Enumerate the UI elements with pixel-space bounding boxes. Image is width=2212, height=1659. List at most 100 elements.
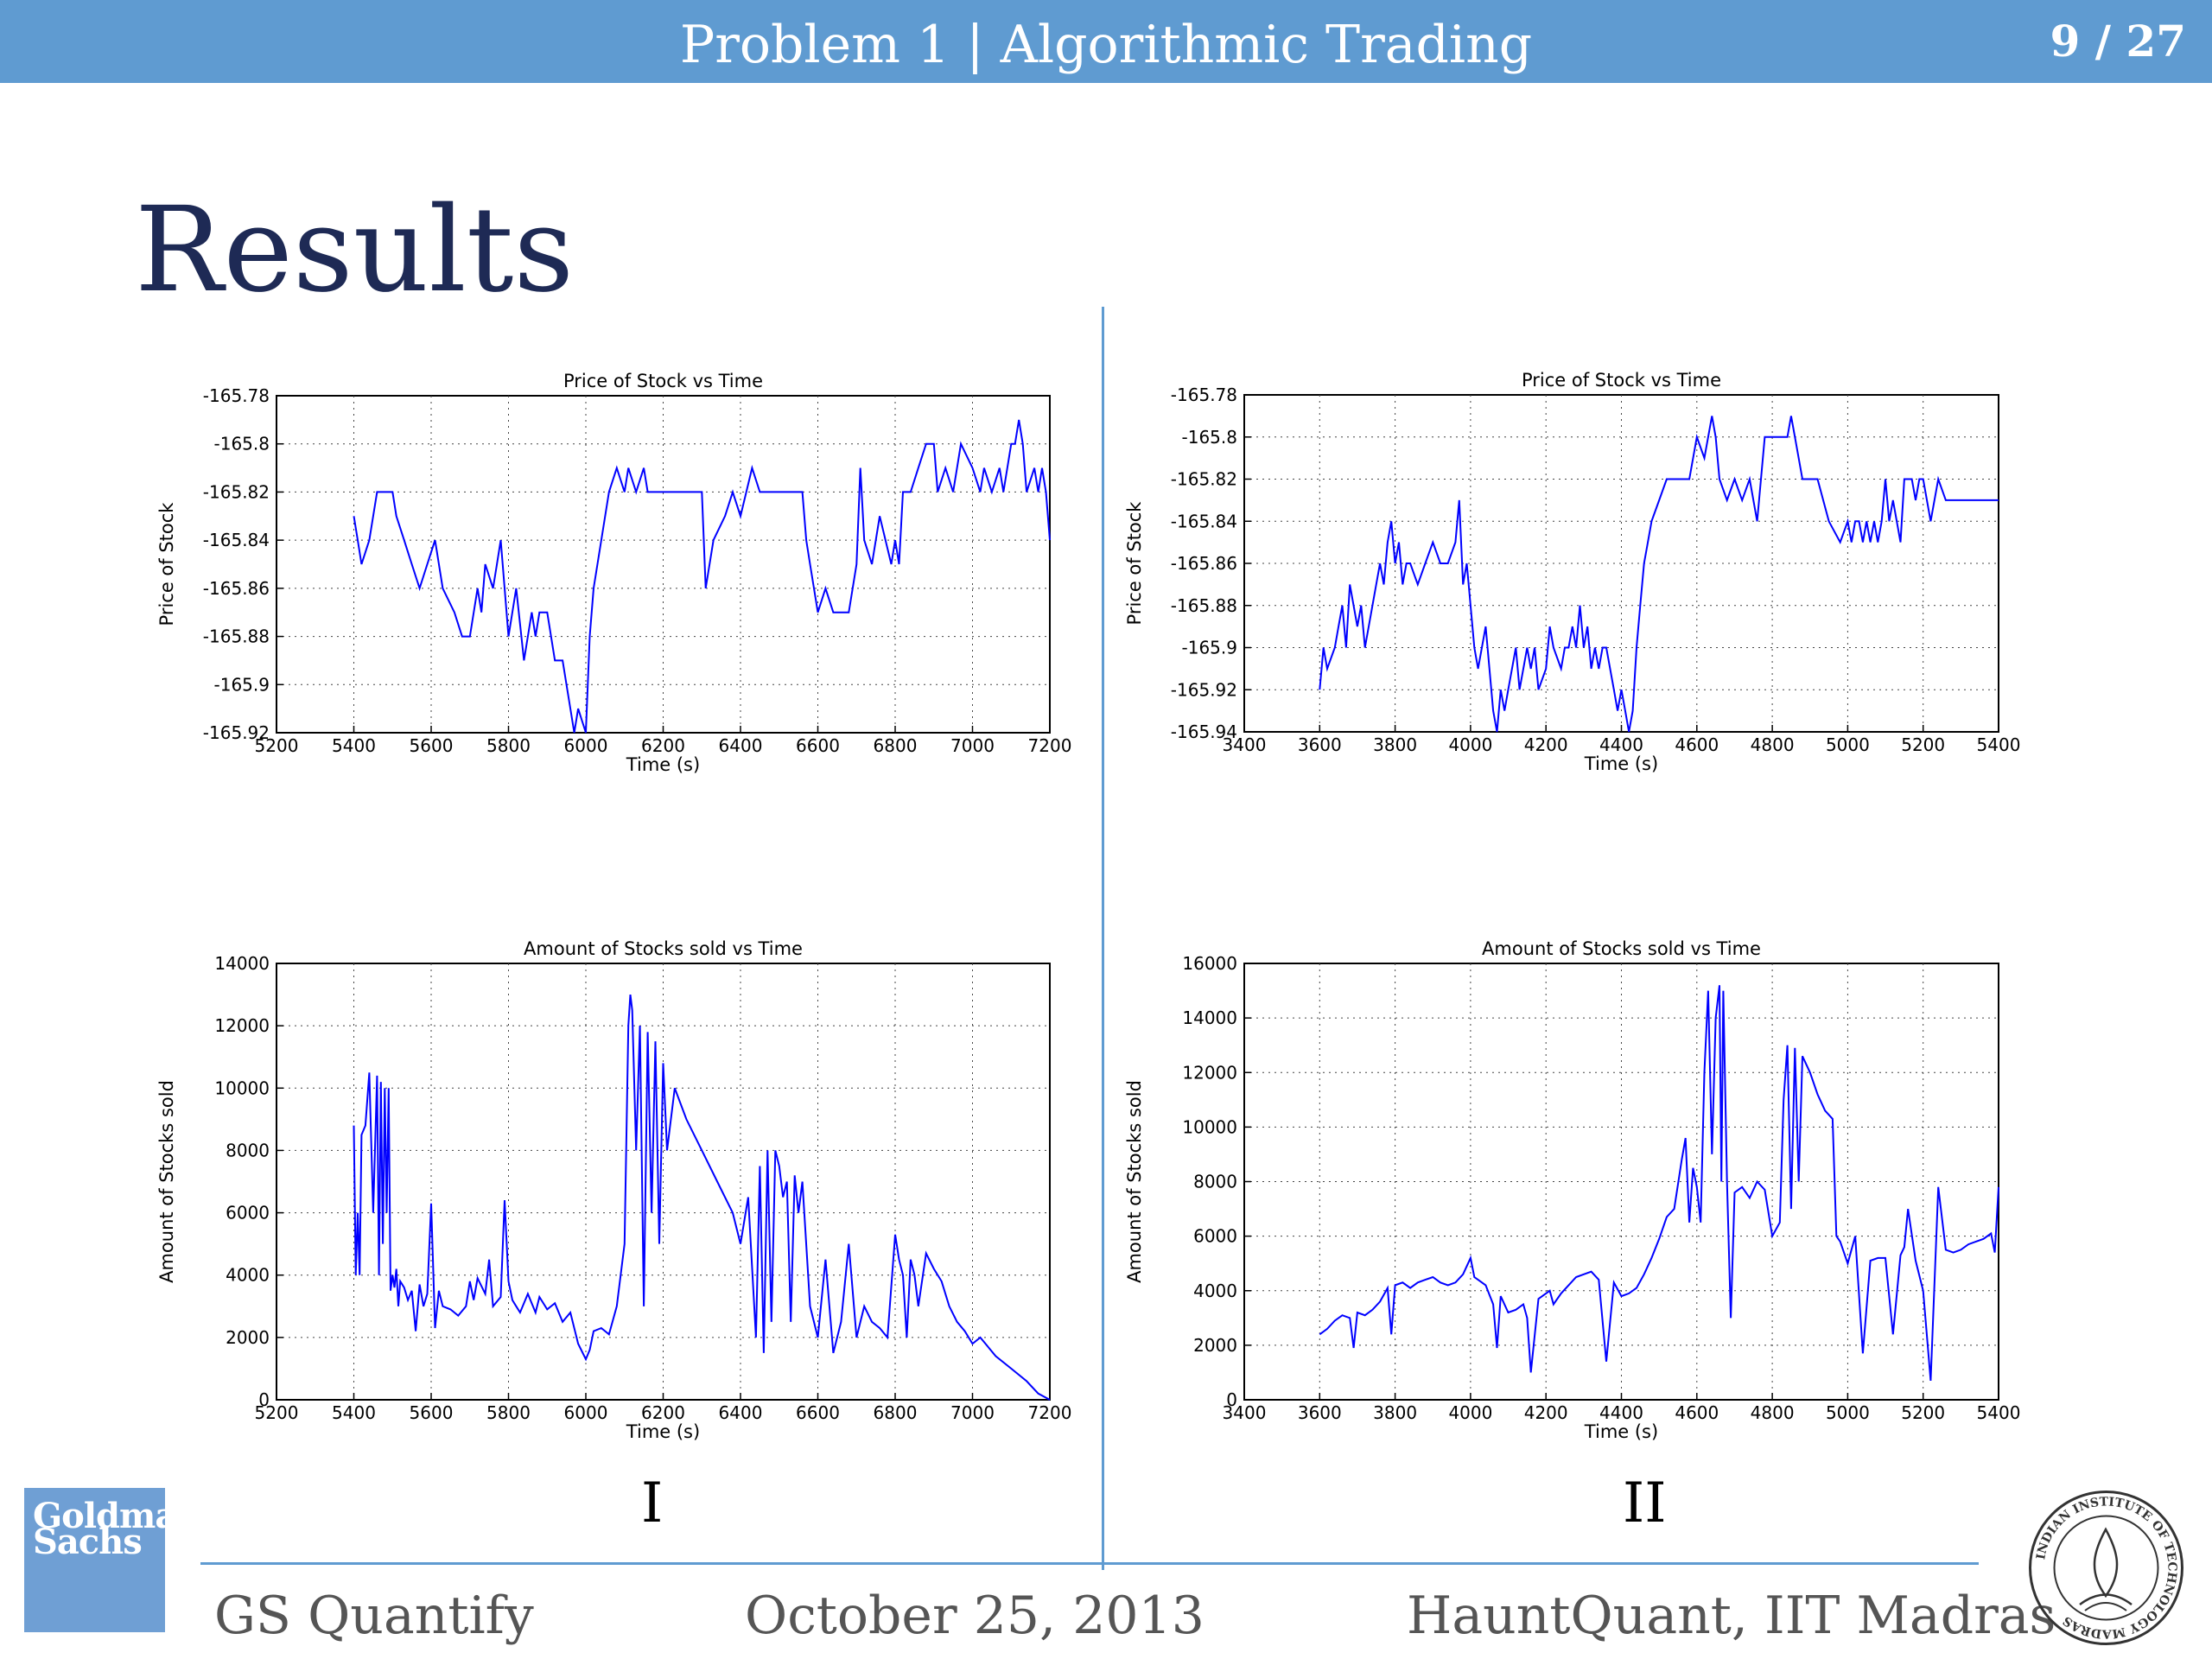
x-tick-label: 4600 [1675,734,1719,755]
x-tick-label: 6800 [874,1402,918,1423]
x-axis-label: Time (s) [626,1421,700,1442]
chart-title: Price of Stock vs Time [563,371,763,391]
y-tick-label: -165.86 [203,578,270,599]
footer-event: GS Quantify [214,1586,534,1646]
x-tick-label: 6200 [641,735,685,756]
y-tick-label: -165.78 [1171,385,1237,405]
x-tick-label: 6800 [874,735,918,756]
x-axis-label: Time (s) [626,754,700,775]
x-tick-label: 6000 [564,735,608,756]
price-chart-right: 3400 3600 3800 4000 4200 4400 4600 4800 5000 5200… [1124,370,2020,774]
y-tick-label: 8000 [226,1140,270,1160]
y-tick-label: 6000 [1193,1226,1237,1247]
y-axis-label: Price of Stock [1124,501,1145,626]
vertical-divider [1102,307,1104,1570]
x-tick-label: 6600 [796,1402,840,1423]
x-tick-label: 5200 [1901,734,1945,755]
panel-label-ii: II [1623,1471,1667,1535]
x-tick-label: 4000 [1448,1402,1492,1423]
y-tick-label: 0 [258,1389,270,1410]
y-tick-label: -165.9 [1182,638,1237,658]
x-tick-label: 5800 [486,1402,531,1423]
x-axis-label: Time (s) [1584,753,1658,774]
y-tick-label: 14000 [1182,1007,1237,1028]
y-tick-label: 0 [1226,1389,1237,1410]
x-tick-label: 4600 [1675,1402,1719,1423]
x-tick-label: 5000 [1826,1402,1870,1423]
x-tick-label: 7200 [1028,1402,1072,1423]
logo-text-line2: Sachs [33,1522,143,1562]
y-tick-label: 2000 [1193,1335,1237,1356]
iit-madras-seal: INDIAN INSTITUTE OF TECHNOLOGY MADRAS [2029,1491,2183,1645]
x-tick-label: 5600 [410,735,454,756]
y-tick-label: 12000 [214,1015,270,1036]
x-tick-label: 3600 [1298,734,1342,755]
svg-text:INDIAN INSTITUTE OF TECHNOLOGY: INDIAN INSTITUTE OF TECHNOLOGY MADRAS [2034,1495,2178,1640]
y-axis-label: Amount of Stocks sold [156,1080,177,1283]
y-tick-label: -165.94 [1171,721,1237,742]
y-tick-label: 4000 [226,1265,270,1286]
x-tick-label: 7200 [1028,735,1072,756]
x-tick-label: 4800 [1751,1402,1795,1423]
panel-label-i: I [641,1471,664,1535]
x-tick-label: 6400 [719,735,763,756]
y-tick-label: 10000 [214,1077,270,1098]
footer-divider [200,1562,1979,1565]
header-title: Problem 1 | Algorithmic Trading [679,15,1533,75]
y-tick-label: -165.92 [203,722,270,743]
x-tick-label: 5400 [1977,734,2021,755]
y-tick-label: -165.8 [1182,427,1237,448]
x-tick-label: 3600 [1298,1402,1342,1423]
x-tick-label: 4400 [1599,734,1643,755]
y-tick-label: -165.8 [214,434,270,454]
series-line [1319,416,1999,733]
chart-title: Amount of Stocks sold vs Time [1482,938,1761,959]
x-tick-label: 4200 [1524,1402,1568,1423]
chart-title: Amount of Stocks sold vs Time [524,938,803,959]
x-tick-label: 7000 [950,735,995,756]
x-tick-label: 5200 [255,1402,299,1423]
y-axis-label: Price of Stock [156,502,177,626]
y-tick-label: 6000 [226,1203,270,1224]
chart-title: Price of Stock vs Time [1522,370,1721,391]
x-tick-label: 5400 [332,1402,376,1423]
y-tick-label: -165.88 [1171,595,1237,616]
y-tick-label: 10000 [1182,1116,1237,1137]
x-tick-label: 6000 [564,1402,608,1423]
x-tick-label: 7000 [950,1402,995,1423]
x-tick-label: 4400 [1599,1402,1643,1423]
x-tick-label: 4200 [1524,734,1568,755]
y-tick-label: 8000 [1193,1172,1237,1192]
x-tick-label: 6600 [796,735,840,756]
x-tick-label: 5800 [486,735,531,756]
y-tick-label: -165.82 [1171,469,1237,490]
x-tick-label: 5200 [255,735,299,756]
x-tick-label: 4800 [1751,734,1795,755]
y-tick-label: 16000 [1182,953,1237,974]
y-tick-label: 2000 [226,1327,270,1348]
y-axis-label: Amount of Stocks sold [1124,1080,1145,1283]
x-tick-label: 6400 [719,1402,763,1423]
x-tick-label: 6200 [641,1402,685,1423]
y-tick-label: -165.88 [203,626,270,647]
series-line [353,419,1051,734]
slide-title: Results [135,182,575,319]
amount-chart-right: 3400 3600 3800 4000 4200 4400 4600 4800 5000 5200… [1124,938,2020,1442]
page-number: 9 / 27 [2050,16,2186,67]
x-tick-label: 5400 [1977,1402,2021,1423]
x-tick-label: 3800 [1373,734,1417,755]
footer-date: October 25, 2013 [745,1586,1205,1646]
x-tick-label: 3400 [1223,734,1267,755]
x-tick-label: 5200 [1901,1402,1945,1423]
x-tick-label: 5600 [410,1402,454,1423]
x-tick-label: 4000 [1448,734,1492,755]
y-tick-label: -165.86 [1171,553,1237,574]
y-tick-label: -165.84 [1171,511,1237,531]
x-tick-label: 3800 [1373,1402,1417,1423]
y-tick-label: -165.82 [203,481,270,502]
amount-chart-left: 5200 5400 5600 5800 6000 6200 6400 6600 6800 7000… [156,938,1071,1442]
x-tick-label: 3400 [1223,1402,1267,1423]
y-tick-label: -165.92 [1171,679,1237,700]
x-axis-label: Time (s) [1584,1421,1658,1442]
logo-text-line1: Goldman [33,1496,201,1536]
